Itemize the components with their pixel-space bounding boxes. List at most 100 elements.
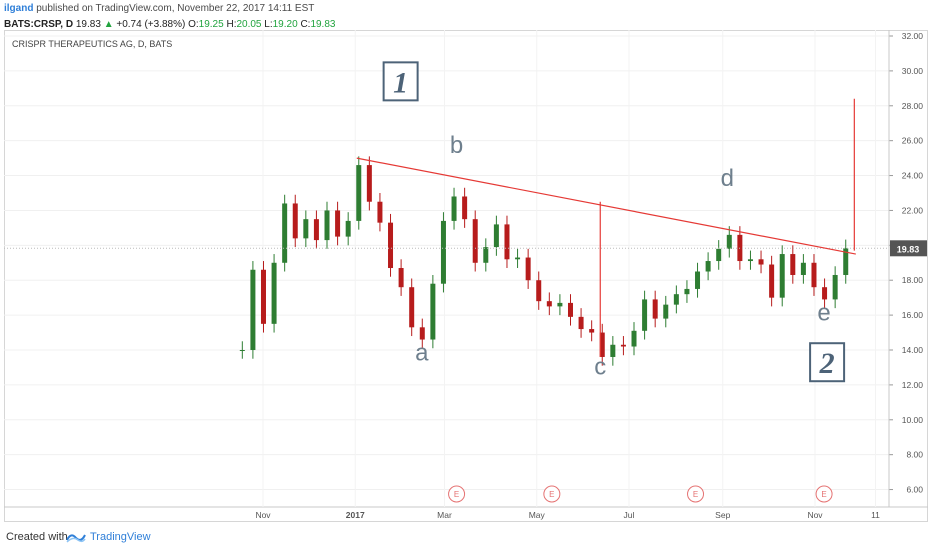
- earnings-marker-label: E: [693, 490, 698, 499]
- candle-body: [631, 330, 637, 347]
- open-label: O:: [188, 19, 199, 30]
- earnings-marker-label: E: [454, 490, 459, 499]
- candle-body: [695, 271, 701, 289]
- candle-body: [388, 222, 394, 269]
- up-arrow-icon: ▲: [103, 19, 114, 30]
- earnings-marker: [687, 485, 705, 503]
- y-tick-label: 18.00: [902, 275, 924, 285]
- chart-title: CRISPR THERAPEUTICS AG, D, BATS: [12, 39, 172, 49]
- x-tick-label: 11: [871, 510, 880, 520]
- candle-body: [599, 332, 605, 357]
- x-tick-label: Sep: [715, 510, 730, 520]
- earnings-marker: [448, 485, 466, 503]
- candle-body: [567, 302, 573, 317]
- open-value: 19.25: [198, 19, 224, 30]
- chart-header: ilgand published on TradingView.com, Nov…: [4, 2, 335, 32]
- x-tick-label: Mar: [437, 510, 452, 520]
- candle-body: [652, 299, 658, 319]
- candle-body: [419, 327, 425, 340]
- boxed-label-frame: [382, 61, 419, 102]
- y-tick-label: 22.00: [902, 205, 924, 215]
- symbol-label[interactable]: BATS:CRSP, D: [4, 19, 74, 30]
- y-tick-label: 24.00: [902, 171, 924, 181]
- candle-body: [726, 234, 732, 249]
- candle-body: [335, 210, 341, 237]
- candle-body: [345, 220, 351, 237]
- candle-body: [769, 264, 775, 298]
- candle-body: [398, 268, 404, 288]
- candle-body: [324, 210, 330, 241]
- candle-body: [409, 287, 415, 328]
- last-price: 19.83: [75, 19, 101, 30]
- wave-label: d: [721, 165, 734, 192]
- last-price-tag: [890, 240, 927, 257]
- y-tick-label: 32.00: [902, 31, 924, 41]
- candle-body: [822, 287, 828, 300]
- earnings-marker-label: E: [549, 490, 554, 499]
- candle-body: [356, 165, 362, 221]
- footer: Created with TradingView: [0, 526, 932, 550]
- x-tick-label: Jul: [624, 510, 635, 520]
- candle-body: [663, 304, 669, 319]
- boxed-label-frame: [809, 342, 846, 383]
- candle-body: [811, 262, 817, 288]
- candle-body: [578, 316, 584, 330]
- candle-body: [779, 254, 785, 298]
- high-label: H:: [226, 19, 237, 30]
- candle-body: [747, 259, 753, 262]
- candle-body: [673, 294, 679, 305]
- wave-label: b: [450, 132, 463, 159]
- candle-body: [483, 247, 489, 263]
- y-tick-label: 10.00: [902, 415, 924, 425]
- candle-body: [430, 283, 436, 340]
- candle-body: [462, 196, 468, 220]
- wave-label: a: [415, 339, 429, 366]
- y-tick-label: 14.00: [902, 345, 924, 355]
- y-tick-label: 28.00: [902, 101, 924, 111]
- earnings-marker: [815, 485, 833, 503]
- candle-body: [800, 262, 806, 275]
- price-change: +0.74 (+3.88%): [116, 19, 186, 30]
- trendline: [356, 157, 856, 255]
- earnings-marker-label: E: [821, 490, 826, 499]
- created-with-label: Created with: [6, 531, 68, 543]
- candle-body: [377, 201, 383, 223]
- price-chart[interactable]: 32.0030.0028.0026.0024.0022.0020.0018.00…: [4, 30, 928, 522]
- candle-body: [260, 269, 266, 324]
- candle-body: [843, 248, 849, 275]
- candle-body: [589, 329, 595, 333]
- boxed-label: 1: [393, 66, 408, 99]
- candle-body: [684, 288, 690, 295]
- y-tick-label: 8.00: [906, 450, 923, 460]
- candle-body: [758, 259, 764, 265]
- author-link[interactable]: ilgand: [4, 3, 34, 14]
- candle-body: [504, 224, 510, 260]
- candle-body: [366, 165, 372, 202]
- y-tick-label: 30.00: [902, 66, 924, 76]
- candle-body: [440, 220, 446, 284]
- tradingview-logo-icon[interactable]: [66, 531, 86, 546]
- candle-body: [303, 219, 309, 239]
- tradingview-brand-link[interactable]: TradingView: [90, 531, 151, 543]
- candle-body: [705, 261, 711, 272]
- candle-body: [313, 219, 319, 241]
- x-tick-label: Nov: [255, 510, 271, 520]
- x-tick-label: May: [529, 510, 546, 520]
- y-tick-label: 6.00: [906, 485, 923, 495]
- close-value: 19.83: [310, 19, 336, 30]
- candle-body: [282, 203, 288, 263]
- last-price-tag-label: 19.83: [897, 244, 920, 254]
- candle-body: [557, 302, 563, 307]
- candle-body: [716, 248, 722, 262]
- x-tick-label: 2017: [346, 510, 365, 520]
- candle-body: [451, 196, 457, 221]
- candle-body: [472, 219, 478, 263]
- candle-body: [250, 269, 256, 350]
- candle-body: [493, 224, 499, 248]
- candle-body: [292, 203, 298, 239]
- published-text: published on TradingView.com, November 2…: [36, 3, 315, 14]
- candle-body: [271, 262, 277, 324]
- candle-body: [536, 280, 542, 302]
- candle-body: [515, 257, 521, 260]
- close-label: C:: [300, 19, 311, 30]
